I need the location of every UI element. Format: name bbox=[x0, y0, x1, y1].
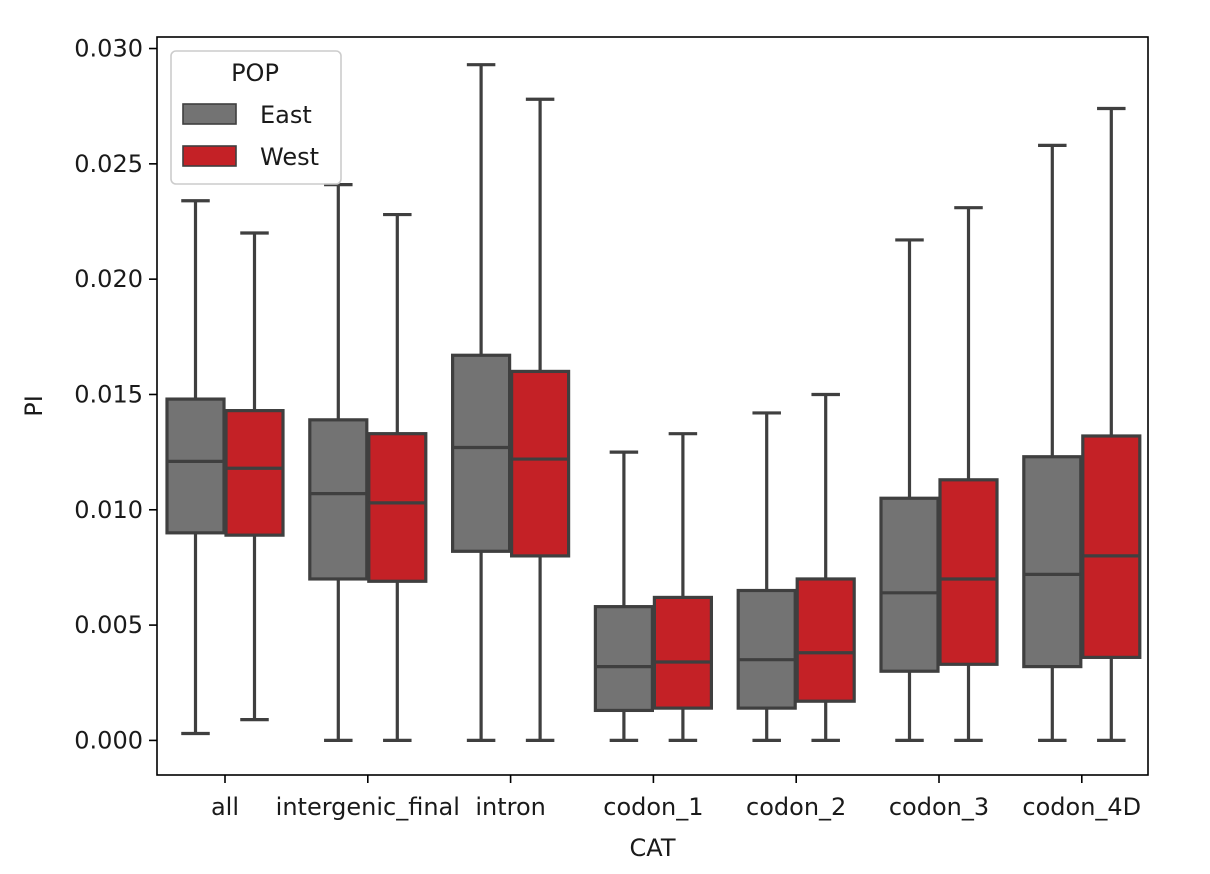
box-iqr bbox=[510, 369, 571, 558]
box-iqr bbox=[652, 595, 714, 710]
x-tick-label: codon_3 bbox=[889, 793, 989, 821]
box-iqr bbox=[795, 577, 856, 703]
box-west-codon_2 bbox=[795, 392, 856, 743]
box-east-codon_2 bbox=[736, 411, 797, 743]
box-west-intergenic_final bbox=[367, 212, 428, 743]
y-tick-label: 0.025 bbox=[74, 150, 143, 178]
x-tick-label: intron bbox=[475, 793, 546, 821]
y-axis-label: PI bbox=[20, 395, 48, 417]
box-east-codon_4D bbox=[1022, 143, 1083, 743]
box-iqr bbox=[224, 409, 285, 537]
box-iqr bbox=[1022, 455, 1083, 669]
x-tick-label: intergenic_final bbox=[276, 793, 460, 821]
x-tick-label: codon_1 bbox=[603, 793, 703, 821]
box-east-intergenic_final bbox=[308, 183, 369, 743]
y-tick-label: 0.005 bbox=[74, 611, 143, 639]
box-iqr bbox=[593, 605, 655, 713]
box-iqr bbox=[1081, 434, 1142, 659]
legend-label-east: East bbox=[260, 101, 312, 129]
box-iqr bbox=[367, 432, 428, 583]
legend: POP East West bbox=[170, 50, 342, 185]
box-iqr bbox=[308, 418, 369, 581]
legend-swatch-east bbox=[182, 103, 237, 125]
box-iqr bbox=[879, 496, 940, 673]
x-axis: all intergenic_final intron codon_1 codon_2 c… bbox=[211, 775, 1141, 821]
y-tick-label: 0.015 bbox=[74, 380, 143, 408]
box-west-all bbox=[224, 231, 285, 722]
x-tick-label: all bbox=[211, 793, 239, 821]
box-west-intron bbox=[510, 97, 571, 743]
box-iqr bbox=[736, 588, 797, 710]
y-axis: 0.000 0.005 0.010 0.015 0.020 0.025 0.030 bbox=[74, 35, 157, 754]
legend-swatch-west bbox=[182, 145, 237, 167]
box-east-intron bbox=[451, 63, 512, 743]
x-tick-label: codon_2 bbox=[746, 793, 846, 821]
legend-title: POP bbox=[231, 59, 279, 87]
box-east-all bbox=[165, 199, 226, 736]
box-west-codon_1 bbox=[652, 432, 714, 743]
box-west-codon_3 bbox=[938, 206, 999, 743]
box-west-codon_4D bbox=[1081, 106, 1142, 743]
box-iqr bbox=[938, 478, 999, 666]
box-iqr bbox=[165, 397, 226, 535]
box-iqr bbox=[451, 353, 512, 553]
axes-frame bbox=[156, 36, 1149, 776]
y-tick-label: 0.020 bbox=[74, 265, 143, 293]
y-tick-label: 0.030 bbox=[74, 35, 143, 63]
y-tick-label: 0.000 bbox=[74, 726, 143, 754]
x-axis-label: CAT bbox=[630, 834, 676, 862]
x-tick-label: codon_4D bbox=[1022, 793, 1141, 821]
y-tick-label: 0.010 bbox=[74, 496, 143, 524]
box-east-codon_3 bbox=[879, 238, 940, 743]
box-east-codon_1 bbox=[593, 450, 655, 743]
plot-area bbox=[165, 63, 1142, 743]
legend-label-west: West bbox=[260, 143, 319, 171]
